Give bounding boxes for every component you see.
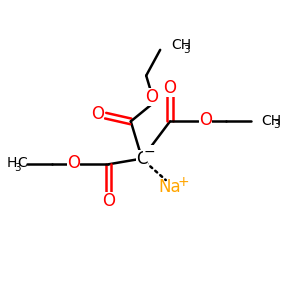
Text: O: O [91, 105, 104, 123]
Text: O: O [102, 192, 115, 210]
Text: O: O [164, 79, 176, 97]
Text: C: C [136, 150, 148, 168]
Text: 3: 3 [14, 163, 20, 173]
Text: H: H [7, 156, 17, 170]
Text: 3: 3 [183, 45, 190, 55]
Text: C: C [17, 156, 27, 170]
Text: +: + [178, 175, 189, 189]
Text: 3: 3 [273, 120, 280, 130]
Text: CH: CH [171, 38, 191, 52]
Text: O: O [145, 88, 158, 106]
Text: CH: CH [261, 114, 281, 128]
Text: O: O [199, 111, 212, 129]
Text: Na: Na [159, 178, 181, 196]
Text: −: − [143, 145, 155, 159]
Text: O: O [67, 154, 80, 172]
